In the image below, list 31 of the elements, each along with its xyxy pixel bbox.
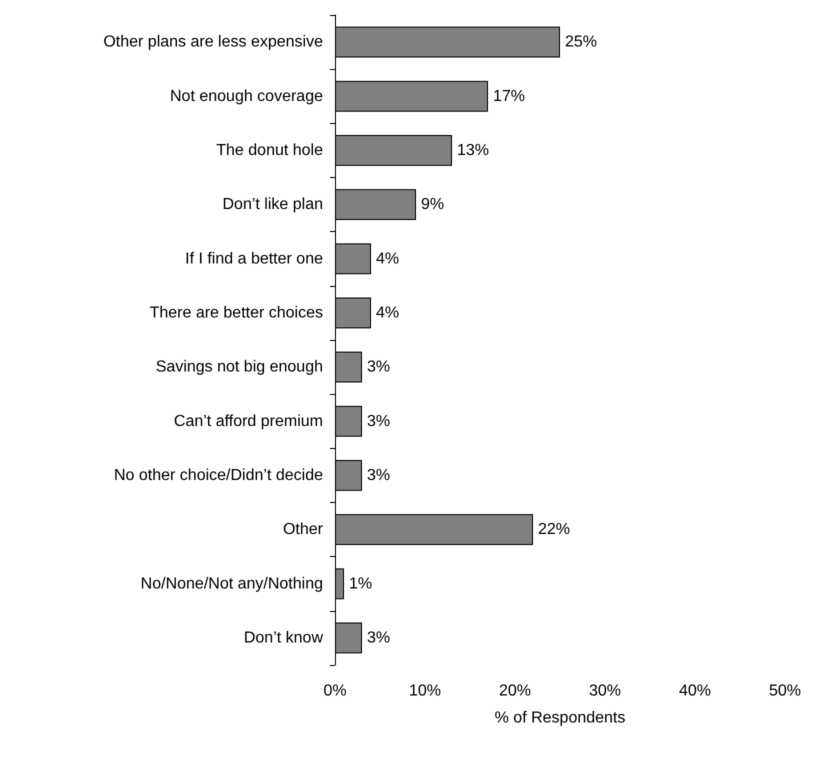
x-axis-title: % of Respondents xyxy=(494,710,626,726)
y-tick-label: No/None/Not any/Nothing xyxy=(140,575,323,592)
data-label: 4% xyxy=(376,304,400,322)
y-tick-label: Not enough coverage xyxy=(170,88,324,105)
data-label: 3% xyxy=(367,412,390,430)
x-tick-label: 50% xyxy=(768,682,802,700)
data-label: 13% xyxy=(457,142,490,159)
y-tick-label: No other choice/Didn’t decide xyxy=(114,466,324,484)
y-tick-label: The donut hole xyxy=(216,142,324,159)
x-tick-label: 30% xyxy=(588,682,622,700)
data-label: 22% xyxy=(538,521,570,538)
data-label: 1% xyxy=(349,575,372,592)
data-label: 3% xyxy=(367,629,390,646)
y-tick-label: Other plans are less expensive xyxy=(103,34,324,51)
data-label: 25% xyxy=(565,34,598,51)
y-tick-label: Don’t know xyxy=(244,629,324,646)
x-tick-label: 20% xyxy=(498,682,532,700)
y-tick-label: Other xyxy=(282,521,324,538)
data-label: 9% xyxy=(421,196,444,214)
x-tick-label: 40% xyxy=(678,682,712,700)
data-label: 4% xyxy=(376,250,400,268)
x-tick-label: 10% xyxy=(408,682,442,700)
data-label: 3% xyxy=(367,358,390,376)
data-label: 17% xyxy=(493,88,526,105)
y-tick-label: There are better choices xyxy=(150,304,323,322)
x-tick-label: 0% xyxy=(323,682,347,700)
data-label: 3% xyxy=(367,466,390,484)
y-tick-label: Don’t like plan xyxy=(222,196,323,214)
y-tick-label: Can’t afford premium xyxy=(174,412,323,430)
y-tick-label: If I find a better one xyxy=(185,250,324,268)
y-tick-label: Savings not big enough xyxy=(156,358,323,376)
